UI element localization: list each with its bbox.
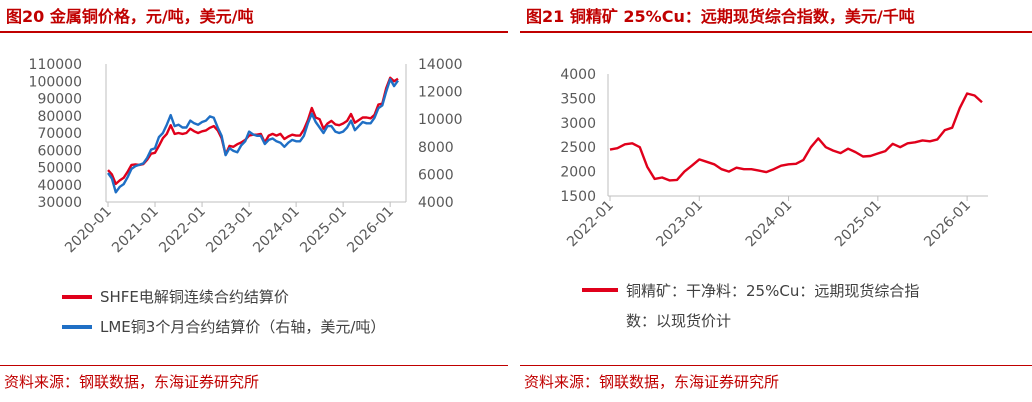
x-tick-label: 2024-01 [250,204,303,257]
right-source-rule [520,365,1032,366]
y-right-tick-label: 10000 [418,112,463,128]
y-tick-label: 3500 [560,91,596,107]
left-chart-source: 资料来源：钢联数据，东海证券研究所 [4,373,260,391]
y-left-tick-label: 70000 [37,126,82,142]
right-title-rule [520,31,1032,33]
y-left-tick-label: 80000 [37,109,82,125]
legend-label-line-2: 数：以现货价计 [626,312,731,330]
x-tick-label: 2023-01 [653,198,706,251]
y-right-tick-label: 6000 [418,167,454,183]
x-tick-label: 2020-01 [62,204,115,257]
x-tick-label: 2021-01 [109,204,162,257]
right-chart-panel: 图21 铜精矿 25%Cu：远期现货综合指数，美元/千吨 1500 2000 250… [520,0,1032,402]
y-right-tick-label: 4000 [418,195,454,211]
x-tick-label: 2026-01 [344,204,397,257]
y-tick-label: 3000 [560,116,596,132]
left-chart-panel: 图20 金属铜价格，元/吨，美元/吨 30000 40000 50000 60000 7… [0,0,508,402]
x-tick-label: 2023-01 [203,204,256,257]
left-title-rule [0,31,508,33]
left-source-rule [0,365,508,366]
y-left-tick-label: 40000 [37,178,82,194]
y-right-tick-label: 8000 [418,140,454,156]
legend-label: LME铜3个月合约结算价（右轴，美元/吨） [100,318,385,336]
y-left-tick-label: 50000 [37,161,82,177]
x-tick-label: 2022-01 [156,204,209,257]
y-left-tick-label: 30000 [37,195,82,211]
y-tick-label: 2500 [560,140,596,156]
y-tick-label: 4000 [560,67,596,83]
x-tick-label: 2026-01 [921,198,974,251]
y-left-tick-label: 110000 [29,57,82,73]
x-tick-label: 2024-01 [743,198,796,251]
legend-label: SHFE电解铜连续合约结算价 [100,288,289,306]
right-chart-svg: 1500 2000 2500 3000 3500 4000 2022-01 2023-01 20… [560,67,988,330]
y-left-tick-label: 90000 [37,92,82,108]
y-right-tick-label: 14000 [418,57,463,73]
y-tick-label: 1500 [560,189,596,205]
x-tick-label: 2025-01 [297,204,350,257]
y-tick-label: 2000 [560,165,596,181]
legend-label-line-1: 铜精矿：干净料：25%Cu：远期现货综合指 [626,282,919,300]
y-left-tick-label: 100000 [29,74,82,90]
y-left-tick-label: 60000 [37,143,82,159]
y-right-tick-label: 12000 [418,85,463,101]
x-tick-label: 2025-01 [832,198,885,251]
x-tick-label: 2022-01 [564,198,617,251]
series-line-lme [107,78,399,194]
right-chart-source: 资料来源：钢联数据，东海证券研究所 [524,373,780,391]
series-line-concentrate [609,92,983,182]
right-chart-title: 图21 铜精矿 25%Cu：远期现货综合指数，美元/千吨 [526,7,915,26]
left-chart-title: 图20 金属铜价格，元/吨，美元/吨 [6,7,254,26]
